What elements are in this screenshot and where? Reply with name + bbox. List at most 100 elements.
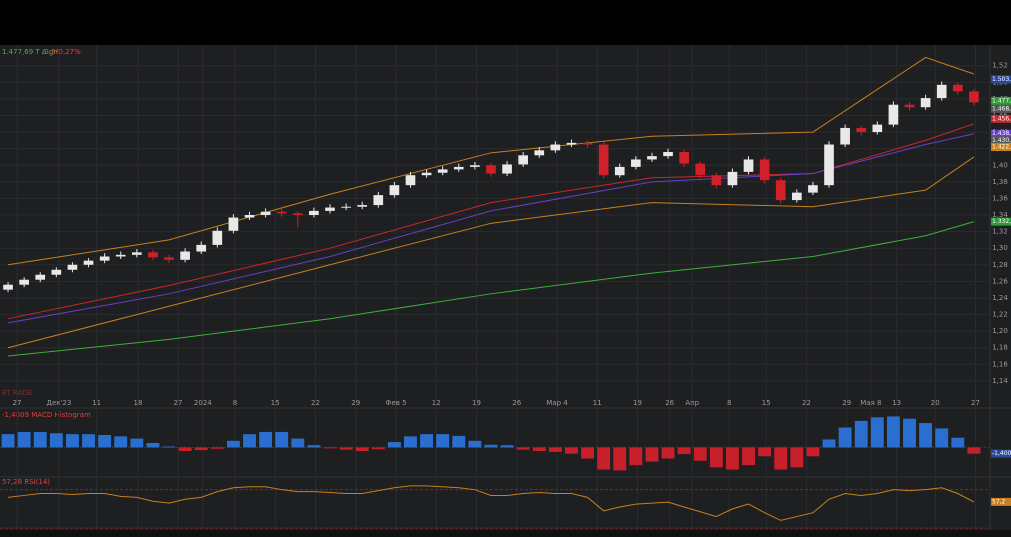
macd-bar: [178, 447, 192, 451]
candle-body: [952, 84, 963, 92]
y-tick-label: 1,40: [992, 161, 1008, 169]
macd-bar: [484, 444, 498, 448]
x-tick-label: 27: [971, 399, 980, 407]
price-tag-label: 1.422,: [992, 144, 1011, 151]
price-tag-label: 1.477,6: [992, 97, 1011, 104]
price-tag: [991, 104, 1011, 113]
candle-body: [35, 274, 46, 280]
candle-body: [598, 144, 609, 176]
price-tag: [991, 75, 1011, 84]
macd-bar: [452, 435, 466, 448]
rsi-tag-label: 57,2: [992, 498, 1006, 505]
price-tag-label: 1.503,6: [992, 76, 1011, 83]
candle-body: [276, 211, 287, 214]
macd-bar: [210, 447, 224, 449]
price-tag: [991, 96, 1011, 105]
candle-body: [405, 175, 416, 186]
price-tag: [991, 136, 1011, 145]
macd-bar: [870, 417, 884, 448]
top-bar: [0, 0, 1011, 45]
macd-bar: [404, 436, 417, 448]
macd-bar: [17, 431, 31, 448]
x-tick-label: 18: [133, 399, 142, 407]
candle-body: [453, 166, 464, 170]
macd-bar: [259, 431, 273, 448]
x-tick-label: 26: [512, 399, 521, 407]
macd-bar: [613, 447, 627, 471]
chart-background: [0, 45, 1011, 537]
change-pct: -0,27%: [56, 48, 81, 56]
y-tick-label: 1,52: [992, 62, 1008, 70]
x-tick-label: 27: [174, 399, 183, 407]
macd-bar: [1, 434, 15, 448]
candle-body: [614, 166, 625, 176]
candle-body: [67, 264, 78, 270]
x-tick-label: Мая 8: [860, 399, 881, 407]
x-tick-label: 13: [892, 399, 901, 407]
rsi-tag: [991, 497, 1011, 506]
macd-bar: [838, 427, 852, 448]
candle-body: [325, 207, 335, 211]
x-tick-label: 29: [351, 399, 360, 407]
candle-body: [132, 252, 142, 255]
macd-bar: [790, 447, 804, 468]
rsi-title: 57,28 RSI(14): [2, 478, 50, 486]
macd-tag-label: -1,400: [992, 450, 1011, 457]
price-tag-label: 1.456,: [992, 115, 1011, 122]
macd-bar: [436, 434, 450, 448]
macd-bar: [323, 447, 337, 449]
candle-body: [518, 155, 528, 165]
y-tick-label: 1,20: [992, 327, 1008, 335]
price-tag: [991, 114, 1011, 123]
price-tag-label: 1.468,: [992, 105, 1011, 112]
candle-body: [341, 206, 351, 208]
macd-bar: [307, 445, 321, 448]
candle-body: [83, 260, 94, 265]
candle-body: [292, 213, 303, 216]
candle-body: [550, 144, 561, 151]
macd-bar: [114, 436, 128, 448]
candle-body: [357, 205, 368, 207]
macd-bar: [822, 439, 836, 448]
price-tag: [991, 143, 1011, 152]
macd-bar: [758, 447, 772, 457]
candle-body: [164, 257, 174, 260]
candle-body: [679, 151, 689, 164]
x-tick-label: 29: [842, 399, 851, 407]
candle-body: [808, 185, 818, 193]
candle-body: [936, 84, 947, 99]
price-tag-label: 1.332,: [992, 218, 1011, 225]
macd-tag: [991, 449, 1011, 458]
macd-bar: [355, 447, 369, 451]
candle-body: [759, 159, 770, 181]
x-tick-label: 2024: [194, 399, 212, 407]
y-tick-label: 1,32: [992, 228, 1008, 236]
macd-bar: [226, 440, 240, 448]
candle-body: [792, 192, 802, 201]
toolbar: [0, 530, 1011, 537]
candle-body: [824, 144, 834, 186]
x-tick-label: 15: [762, 399, 771, 407]
x-tick-label: 8: [233, 399, 237, 407]
x-tick-label: 11: [92, 399, 101, 407]
price-tag-label: 1.430,: [992, 137, 1011, 144]
candle-body: [309, 210, 319, 216]
price-tag: [991, 217, 1011, 226]
macd-bar: [677, 447, 691, 455]
macd-bar: [66, 434, 79, 448]
indicator-line: [7, 123, 975, 320]
candle-body: [99, 256, 110, 261]
macd-bar: [49, 433, 63, 448]
macd-bar: [967, 447, 981, 454]
x-tick-label: 12: [432, 399, 441, 407]
y-tick-label: 1,38: [992, 178, 1008, 186]
candle-body: [582, 142, 593, 145]
y-tick-label: 1,22: [992, 311, 1008, 319]
y-tick-label: 1,16: [992, 360, 1008, 368]
candle-body: [373, 195, 384, 206]
macd-title: -1,4009 MACD Histogram: [2, 411, 91, 419]
y-tick-label: 1,28: [992, 261, 1008, 269]
candle-body: [904, 104, 915, 108]
candle-body: [502, 164, 512, 174]
x-tick-label: 19: [633, 399, 642, 407]
